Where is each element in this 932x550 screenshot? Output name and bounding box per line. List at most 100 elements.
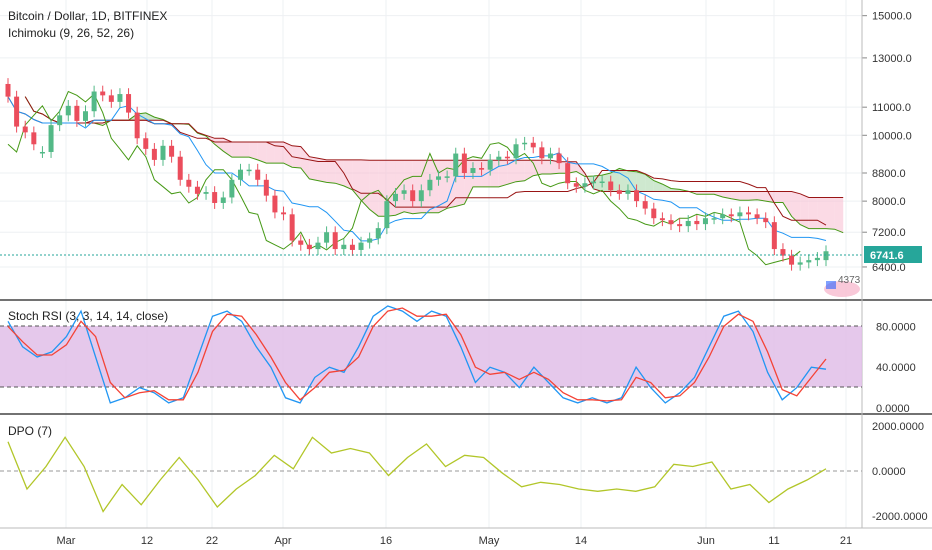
dpo-line-path bbox=[7, 436, 827, 513]
cloud-segment bbox=[748, 191, 758, 201]
candle-body bbox=[332, 232, 338, 250]
candle-body bbox=[31, 132, 37, 145]
cloud-segment bbox=[826, 197, 835, 230]
price-tick-label: 8000.0 bbox=[872, 196, 906, 208]
cloud-segment bbox=[317, 158, 327, 183]
cloud-segment bbox=[507, 160, 517, 185]
cloud-segment bbox=[739, 191, 749, 201]
candle-body bbox=[513, 144, 519, 159]
candle-body bbox=[496, 156, 502, 160]
candle-body bbox=[186, 179, 192, 187]
price-axis[interactable]: 15000.0 13000.0 11000.0 10000.0 8800.0 8000.0… bbox=[862, 11, 912, 274]
cloud-segment bbox=[524, 160, 534, 181]
candle-body bbox=[418, 190, 424, 202]
logo-text: 4373 bbox=[838, 275, 861, 286]
candle-body bbox=[134, 112, 140, 139]
base-line bbox=[7, 96, 827, 226]
candle-body bbox=[616, 190, 622, 194]
ichimoku-cloud bbox=[25, 96, 844, 233]
candle-body bbox=[685, 220, 691, 227]
cloud-segment bbox=[292, 145, 301, 169]
price-pane[interactable] bbox=[0, 78, 862, 271]
cloud-segment bbox=[714, 191, 723, 198]
candle-body bbox=[599, 181, 605, 184]
candle-body bbox=[341, 244, 347, 250]
candle-body bbox=[470, 168, 476, 174]
candle-body bbox=[57, 115, 63, 126]
price-tick-label: 6400.0 bbox=[872, 262, 906, 274]
candle-body bbox=[126, 94, 132, 113]
dpo-pane[interactable]: 2000.0000 0.0000 -2000.0000 bbox=[0, 421, 928, 523]
cloud-segment bbox=[619, 168, 628, 192]
candle-body bbox=[289, 214, 295, 241]
time-axis[interactable]: Mar 12 22 Apr 16 May 14 Jun 11 21 bbox=[57, 535, 853, 547]
candlestick-series bbox=[5, 78, 829, 271]
candle-body bbox=[728, 214, 734, 217]
candle-body bbox=[539, 147, 545, 159]
cloud-segment bbox=[145, 112, 155, 121]
ichimoku-label[interactable]: Ichimoku (9, 26, 52, 26) bbox=[8, 26, 134, 40]
candle-body bbox=[410, 190, 416, 202]
cloud-segment bbox=[636, 171, 646, 192]
candle-body bbox=[504, 156, 510, 159]
dpo-line bbox=[7, 436, 827, 513]
dpo-label[interactable]: DPO (7) bbox=[8, 424, 52, 438]
time-tick-label: 22 bbox=[206, 535, 218, 547]
candle-body bbox=[65, 105, 71, 116]
candle-body bbox=[160, 145, 166, 160]
cloud-segment bbox=[274, 142, 284, 164]
candle-body bbox=[100, 91, 106, 96]
candle-body bbox=[306, 244, 312, 250]
cloud-segment bbox=[395, 160, 405, 216]
candle-body bbox=[151, 148, 157, 160]
candle-body bbox=[74, 105, 80, 121]
ichimoku-lines bbox=[7, 90, 844, 266]
candle-body bbox=[522, 142, 528, 145]
time-tick-label: Mar bbox=[57, 535, 76, 547]
candle-body bbox=[392, 193, 398, 202]
candle-body bbox=[823, 251, 829, 261]
time-tick-label: May bbox=[479, 535, 500, 547]
candle-body bbox=[547, 153, 553, 159]
candle-body bbox=[780, 249, 786, 256]
candle-body bbox=[771, 222, 777, 250]
candle-body bbox=[315, 242, 321, 250]
cloud-segment bbox=[516, 160, 525, 182]
cloud-segment bbox=[472, 160, 482, 187]
cloud-segment bbox=[808, 197, 818, 229]
cloud-segment bbox=[627, 170, 637, 192]
stoch-k-line bbox=[7, 305, 827, 404]
cloud-segment bbox=[791, 191, 801, 225]
candle-body bbox=[427, 179, 433, 191]
candle-body bbox=[5, 83, 11, 97]
candle-body bbox=[453, 153, 459, 177]
candle-body bbox=[401, 190, 407, 194]
candle-body bbox=[272, 195, 278, 213]
cloud-segment bbox=[705, 191, 715, 195]
cloud-segment bbox=[343, 159, 353, 190]
cloud-segment bbox=[309, 156, 318, 181]
cloud-segment bbox=[231, 142, 241, 158]
time-tick-label: 21 bbox=[840, 535, 852, 547]
stoch-rsi-label[interactable]: Stoch RSI (3, 3, 14, 14, close) bbox=[8, 309, 168, 323]
stoch-tick-label: 80.0000 bbox=[876, 321, 916, 333]
price-tick-label: 8800.0 bbox=[872, 168, 906, 180]
price-tick-label: 10000.0 bbox=[872, 130, 912, 142]
candle-body bbox=[246, 169, 252, 172]
candle-body bbox=[436, 176, 442, 180]
candle-body bbox=[194, 186, 200, 194]
candle-body bbox=[39, 151, 45, 154]
price-tick-label: 13000.0 bbox=[872, 53, 912, 65]
candle-body bbox=[694, 220, 700, 225]
candle-body bbox=[642, 201, 648, 209]
candle-body bbox=[281, 212, 287, 215]
candle-body bbox=[737, 212, 743, 217]
cloud-segment bbox=[369, 160, 379, 217]
time-tick-label: Jun bbox=[697, 535, 715, 547]
candle-body bbox=[177, 156, 183, 180]
candle-body bbox=[582, 183, 588, 187]
stoch-rsi-pane[interactable]: 80.0000 40.0000 0.0000 bbox=[0, 305, 916, 415]
candle-body bbox=[220, 197, 226, 203]
candle-body bbox=[814, 257, 820, 261]
